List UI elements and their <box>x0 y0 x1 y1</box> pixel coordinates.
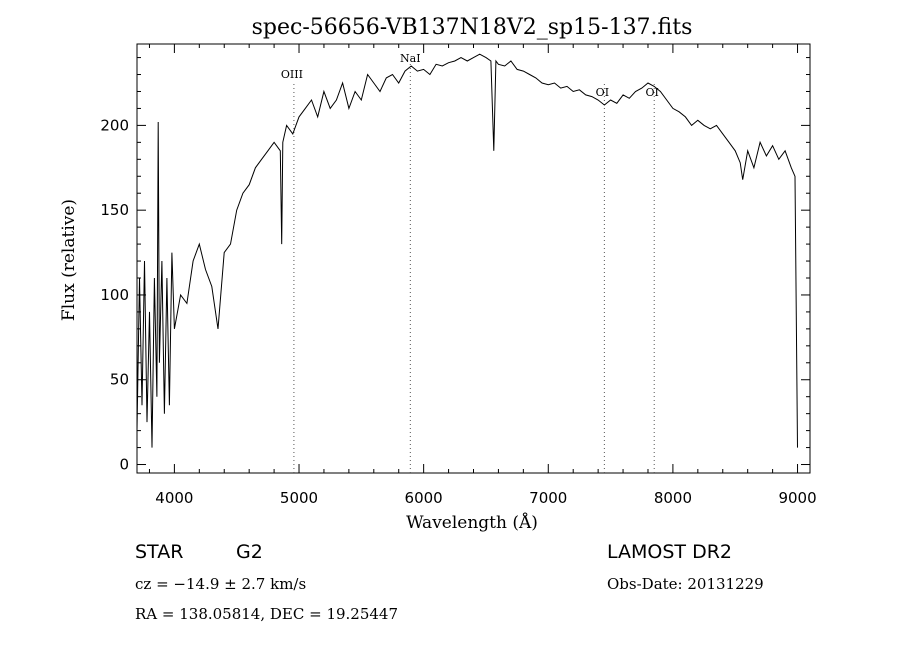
x-tick-label: 7000 <box>529 489 567 507</box>
spectrum-line <box>136 53 798 448</box>
y-axis: 0 50 100 150 200 <box>100 57 810 474</box>
y-tick-label: 100 <box>100 286 129 304</box>
object-subclass: G2 <box>236 541 263 563</box>
line-annotations: OIII NaI OI OI <box>281 52 659 473</box>
x-axis: 4000 5000 6000 7000 8000 9000 <box>148 44 817 507</box>
x-tick-label: 9000 <box>778 489 816 507</box>
y-axis-label: Flux (relative) <box>59 199 79 321</box>
annotation-label: OIII <box>281 68 303 81</box>
annotation-label: NaI <box>400 52 421 65</box>
velocity-text: cz = −14.9 ± 2.7 km/s <box>135 575 307 593</box>
plot-frame <box>136 43 811 474</box>
x-tick-label: 8000 <box>654 489 692 507</box>
x-tick-label: 6000 <box>405 489 443 507</box>
annotation-label: OI <box>646 86 659 99</box>
y-tick-label: 150 <box>100 201 129 219</box>
x-axis-label: Wavelength (Å) <box>406 512 538 533</box>
obs-date-text: Obs-Date: 20131229 <box>607 575 764 593</box>
chart-title: spec-56656-VB137N18V2_sp15-137.fits <box>252 15 693 40</box>
annotation-label: OI <box>596 86 609 99</box>
y-tick-label: 0 <box>119 456 129 474</box>
x-tick-label: 4000 <box>155 489 193 507</box>
object-type: STAR <box>135 541 184 563</box>
x-tick-label: 5000 <box>280 489 318 507</box>
survey-name: LAMOST DR2 <box>607 541 732 563</box>
coordinates-text: RA = 138.05814, DEC = 19.25447 <box>135 605 399 623</box>
y-tick-label: 200 <box>100 116 129 134</box>
y-tick-label: 50 <box>110 371 129 389</box>
